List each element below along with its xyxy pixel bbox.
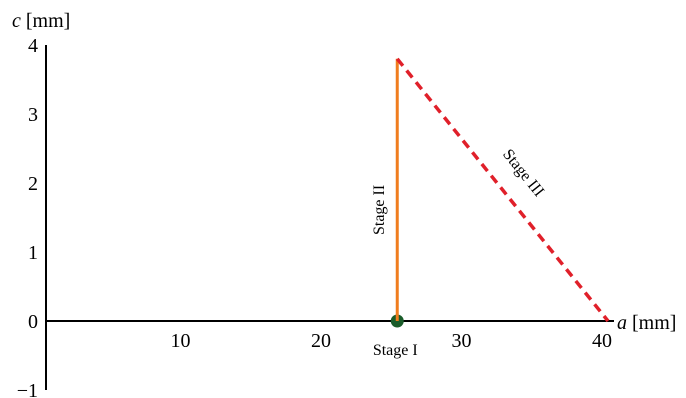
y-tick-label: 0: [28, 311, 38, 333]
y-tick-label: −1: [17, 380, 38, 398]
stage-ii-label: Stage II: [371, 185, 388, 235]
y-tick-label: 3: [28, 104, 38, 126]
x-tick-label: 10: [171, 330, 191, 352]
x-tick-label: 20: [311, 330, 331, 352]
stage-iii-line: [395, 57, 610, 323]
y-tick-label: 4: [28, 35, 38, 57]
series-layer: [390, 57, 610, 328]
stage-i-label: Stage I: [373, 342, 418, 359]
y-tick-label: 1: [28, 242, 38, 264]
y-tick-label: 2: [28, 173, 38, 195]
y-axis-title: c [mm]: [12, 10, 70, 32]
x-axis-title: a [mm]: [617, 312, 676, 334]
x-tick-label: 30: [452, 330, 472, 352]
x-tick-label: 40: [592, 330, 612, 352]
axes: −1 0 1 2 3 4 10 20 30 40: [17, 35, 614, 398]
